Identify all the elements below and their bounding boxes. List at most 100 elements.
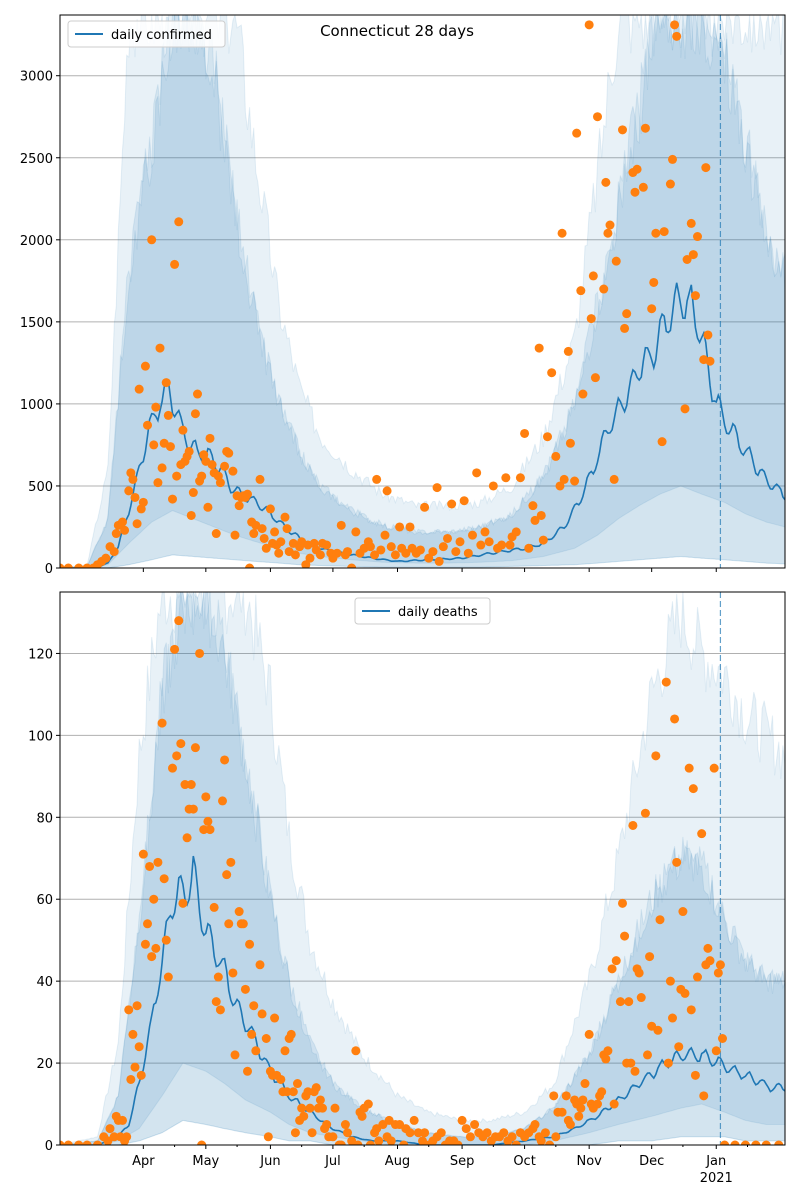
data-point <box>240 984 250 994</box>
data-point <box>178 425 188 435</box>
data-point <box>251 1046 261 1056</box>
data-point <box>730 1140 740 1145</box>
data-point <box>520 428 530 438</box>
data-point <box>209 902 219 912</box>
data-point <box>330 1103 340 1113</box>
data-point <box>680 988 690 998</box>
data-point <box>60 1140 65 1145</box>
data-point <box>261 543 271 553</box>
data-point <box>420 502 430 512</box>
data-point <box>649 277 659 287</box>
data-point <box>132 1001 142 1011</box>
data-point <box>124 486 134 496</box>
data-point <box>415 545 425 555</box>
data-point <box>134 384 144 394</box>
data-point <box>434 556 444 566</box>
data-point <box>255 474 265 484</box>
data-point <box>559 474 569 484</box>
data-point <box>347 1136 357 1145</box>
data-point <box>197 471 207 481</box>
data-point <box>611 256 621 266</box>
data-point <box>274 548 284 558</box>
data-point <box>168 763 177 773</box>
data-point <box>618 125 627 135</box>
data-point <box>380 530 390 540</box>
data-point <box>499 1128 509 1138</box>
x-tick-label: Dec <box>639 1154 664 1169</box>
data-point <box>543 432 552 442</box>
data-point <box>701 163 711 173</box>
data-point <box>128 474 138 484</box>
data-point <box>60 563 65 568</box>
data-point <box>124 1005 134 1015</box>
data-point <box>647 304 657 314</box>
data-point <box>605 220 615 230</box>
data-point <box>243 489 252 499</box>
data-point <box>678 907 688 917</box>
data-point <box>515 473 525 483</box>
data-point <box>405 522 415 532</box>
data-point <box>409 1115 419 1125</box>
legend-deaths: daily deaths <box>354 597 491 625</box>
data-point <box>536 1136 546 1145</box>
data-point <box>720 1140 730 1145</box>
data-point <box>186 510 196 520</box>
data-point <box>399 1140 409 1145</box>
data-point <box>315 1095 325 1105</box>
data-point <box>265 504 275 514</box>
data-point <box>655 915 665 925</box>
data-point <box>436 1128 446 1138</box>
data-point <box>203 816 213 826</box>
inner-uncertainty-band <box>60 15 785 568</box>
data-point <box>365 542 375 552</box>
x-tick-label: Sep <box>450 1154 475 1169</box>
data-point <box>740 1140 750 1145</box>
data-point <box>601 177 611 187</box>
y-tick-label: 20 <box>36 1057 53 1072</box>
data-point <box>172 471 182 481</box>
data-point <box>620 323 630 333</box>
data-point <box>461 1124 471 1134</box>
data-point <box>713 968 723 978</box>
data-point <box>711 1046 721 1056</box>
data-point <box>703 943 713 953</box>
data-point <box>207 460 217 470</box>
data-point <box>657 437 667 447</box>
data-point <box>303 1087 313 1097</box>
data-point <box>390 550 400 560</box>
data-point <box>205 825 215 835</box>
data-point <box>299 1111 309 1121</box>
data-point <box>293 1079 302 1089</box>
data-point <box>718 1033 727 1043</box>
axes-frame <box>59 14 786 569</box>
data-point <box>128 1029 138 1039</box>
x-tick-label: May <box>192 1154 219 1169</box>
data-point <box>370 550 380 560</box>
data-point <box>603 1046 613 1056</box>
data-point <box>149 894 159 904</box>
data-point <box>186 780 196 790</box>
data-point <box>245 563 255 568</box>
data-point <box>230 1050 240 1060</box>
data-point <box>565 1120 575 1130</box>
data-point <box>145 861 155 871</box>
data-point <box>453 1140 463 1145</box>
data-point <box>199 825 209 835</box>
data-point <box>603 228 613 238</box>
data-point <box>245 939 255 949</box>
data-point <box>659 227 669 237</box>
x-tick-label: Oct <box>513 1154 535 1169</box>
data-point <box>705 356 715 366</box>
data-point <box>463 548 473 558</box>
data-point <box>238 919 248 929</box>
data-point <box>109 1132 119 1142</box>
data-point <box>538 535 548 545</box>
data-point <box>418 1136 427 1145</box>
data-point <box>249 1001 259 1011</box>
data-point <box>576 1103 586 1113</box>
data-point <box>774 1140 784 1145</box>
data-point <box>386 542 396 552</box>
data-point <box>228 466 238 476</box>
data-point <box>188 804 198 814</box>
data-point <box>457 1115 467 1125</box>
